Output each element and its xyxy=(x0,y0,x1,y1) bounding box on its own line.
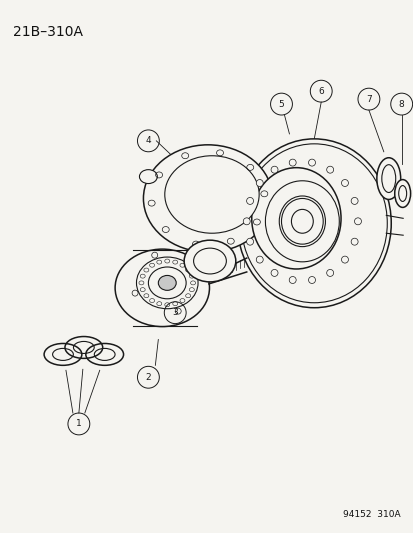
Text: 5: 5 xyxy=(278,100,284,109)
Circle shape xyxy=(243,218,249,225)
Ellipse shape xyxy=(394,180,410,207)
Circle shape xyxy=(308,277,315,284)
Circle shape xyxy=(289,159,295,166)
Circle shape xyxy=(271,166,278,173)
Ellipse shape xyxy=(164,156,259,233)
Ellipse shape xyxy=(185,294,190,298)
Ellipse shape xyxy=(144,294,149,298)
Circle shape xyxy=(341,256,348,263)
Text: 7: 7 xyxy=(365,95,371,103)
Text: 21B–310A: 21B–310A xyxy=(13,25,83,38)
Ellipse shape xyxy=(140,288,145,292)
Ellipse shape xyxy=(139,281,144,285)
Ellipse shape xyxy=(144,268,149,272)
Ellipse shape xyxy=(185,268,190,272)
Circle shape xyxy=(326,166,333,173)
Ellipse shape xyxy=(265,181,339,262)
Ellipse shape xyxy=(164,303,169,306)
Circle shape xyxy=(354,218,361,225)
Ellipse shape xyxy=(376,158,400,199)
Ellipse shape xyxy=(241,144,386,303)
Circle shape xyxy=(271,270,278,277)
Circle shape xyxy=(326,270,333,277)
Circle shape xyxy=(246,238,253,245)
Ellipse shape xyxy=(291,209,313,233)
Ellipse shape xyxy=(190,281,195,285)
Text: 6: 6 xyxy=(318,87,323,96)
Circle shape xyxy=(350,238,357,245)
Circle shape xyxy=(350,197,357,204)
Ellipse shape xyxy=(199,243,226,257)
Ellipse shape xyxy=(189,288,194,292)
Circle shape xyxy=(341,180,348,187)
Circle shape xyxy=(289,277,295,284)
Ellipse shape xyxy=(237,139,390,308)
Text: 1: 1 xyxy=(76,419,81,429)
Ellipse shape xyxy=(139,169,157,183)
Ellipse shape xyxy=(189,274,194,278)
Ellipse shape xyxy=(180,263,185,267)
Ellipse shape xyxy=(281,198,323,244)
Ellipse shape xyxy=(164,259,169,263)
Ellipse shape xyxy=(143,145,272,252)
Ellipse shape xyxy=(140,274,145,278)
Text: 8: 8 xyxy=(398,100,404,109)
Circle shape xyxy=(256,180,263,187)
Text: 4: 4 xyxy=(145,136,151,146)
Circle shape xyxy=(308,159,315,166)
Ellipse shape xyxy=(279,196,325,247)
Ellipse shape xyxy=(149,298,154,303)
Ellipse shape xyxy=(184,240,235,282)
Ellipse shape xyxy=(398,185,406,201)
Ellipse shape xyxy=(193,248,226,274)
Ellipse shape xyxy=(115,249,209,327)
Ellipse shape xyxy=(172,260,177,264)
Ellipse shape xyxy=(136,257,197,309)
Text: 3: 3 xyxy=(172,308,178,317)
Ellipse shape xyxy=(251,168,340,269)
Circle shape xyxy=(256,256,263,263)
Circle shape xyxy=(246,197,253,204)
Ellipse shape xyxy=(158,276,176,290)
Ellipse shape xyxy=(157,260,161,264)
Text: 2: 2 xyxy=(145,373,151,382)
Ellipse shape xyxy=(180,298,185,303)
Ellipse shape xyxy=(157,302,161,305)
Ellipse shape xyxy=(149,263,154,267)
Ellipse shape xyxy=(381,165,395,192)
Ellipse shape xyxy=(172,302,177,305)
Ellipse shape xyxy=(148,267,186,299)
Text: 94152  310A: 94152 310A xyxy=(342,510,400,519)
